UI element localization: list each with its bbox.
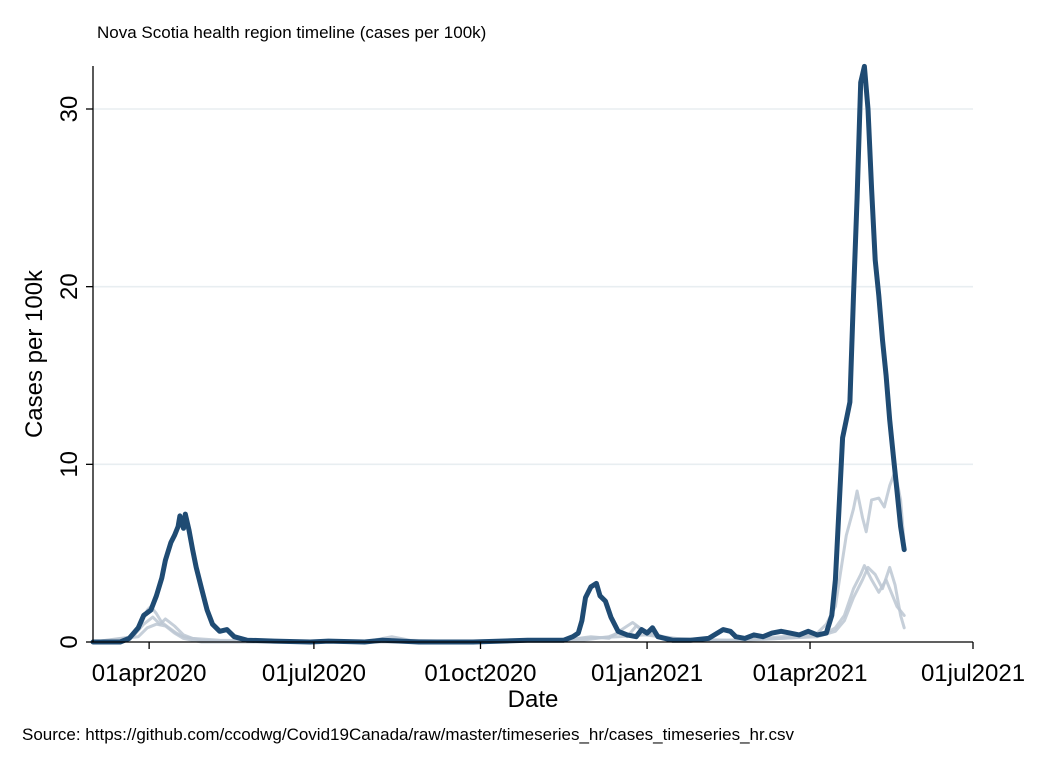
axes — [92, 66, 973, 643]
y-tick-label-2: 20 — [56, 273, 83, 300]
gridlines — [93, 108, 973, 466]
series-line-central-zone — [90, 63, 907, 645]
y-ticks: 0 10 20 30 — [56, 96, 93, 649]
x-axis-title: Date — [508, 686, 559, 713]
x-tick-label-3: 01jan2021 — [591, 660, 703, 687]
x-tick-label-5: 01jul2021 — [921, 660, 1025, 687]
source-note: Source: https://github.com/ccodwg/Covid1… — [22, 725, 794, 744]
x-tick-label-1: 01jul2020 — [262, 660, 366, 687]
chart-title: Nova Scotia health region timeline (case… — [97, 23, 486, 42]
y-tick-label-0: 0 — [56, 635, 83, 648]
x-tick-label-2: 01oct2020 — [424, 660, 536, 687]
series-lines — [90, 63, 907, 645]
y-tick-label-1: 10 — [56, 451, 83, 478]
series-line-eastern-zone — [91, 565, 906, 644]
series-line-western-zone — [91, 469, 906, 644]
x-tick-label-4: 01apr2021 — [753, 660, 868, 687]
x-tick-label-0: 01apr2020 — [92, 660, 207, 687]
y-tick-label-3: 30 — [56, 96, 83, 123]
x-ticks: 01apr2020 01jul2020 01oct2020 01jan2021 01ap… — [92, 642, 1025, 687]
y-axis-title: Cases per 100k — [21, 269, 48, 438]
